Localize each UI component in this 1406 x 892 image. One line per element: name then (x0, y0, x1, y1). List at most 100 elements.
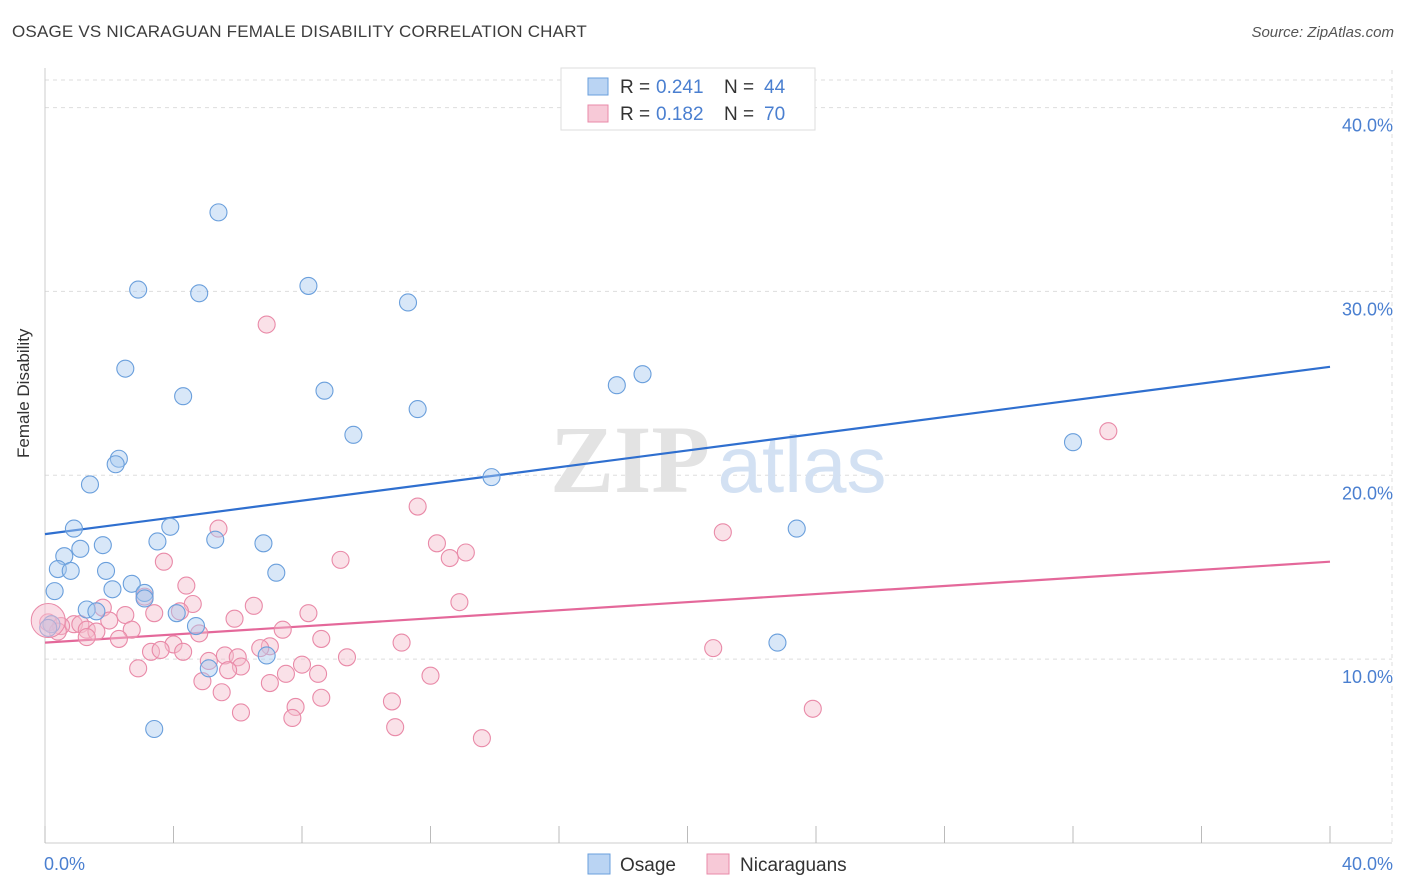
osage-point (607, 376, 626, 395)
osage-point (174, 387, 193, 406)
nicaraguans-point (77, 628, 96, 647)
legend: R = 0.241 N = 44 R = 0.182 N = 70 (560, 67, 816, 131)
nicaraguans-point (427, 534, 446, 553)
nicaraguans-trend-line (44, 560, 1331, 644)
bottom-legend-osage-swatch (587, 853, 611, 875)
legend-n-label: N = (724, 104, 754, 125)
nicaraguans-point (472, 729, 491, 748)
osage-point (71, 539, 90, 558)
bottom-legend-nicaraguans-label: Nicaraguans (740, 855, 847, 876)
nicaraguans-point (154, 552, 173, 571)
watermark: ZIP atlas (550, 406, 887, 513)
nicaraguans-point (225, 609, 244, 628)
osage-point (122, 574, 141, 593)
osage-point (87, 602, 106, 621)
nicaraguans-point (209, 519, 228, 538)
osage-point (45, 582, 64, 601)
osage-point (116, 359, 135, 378)
osage-point (103, 580, 122, 599)
osage-point (135, 589, 154, 608)
osage-point (344, 425, 363, 444)
osage-point (398, 293, 418, 312)
y-tick-label: 30.0% (1342, 299, 1393, 319)
nicaraguans-point (273, 620, 292, 639)
nicaraguans-point (299, 604, 318, 623)
osage-point (768, 633, 787, 652)
trend-lines (44, 365, 1331, 644)
osage-point (148, 532, 167, 551)
source-label: Source: ZipAtlas.com (1251, 24, 1394, 41)
legend-nicaraguans-swatch (587, 104, 609, 123)
nicaraguans-cluster-point (30, 603, 66, 639)
nicaraguans-point (199, 651, 218, 671)
osage-point (199, 659, 218, 678)
nicaraguans-point (257, 315, 276, 334)
nicaraguans-point (87, 622, 106, 641)
nicaraguans-point (286, 697, 305, 716)
osage-point (186, 617, 206, 636)
watermark-zip: ZIP (550, 406, 710, 513)
osage-point (96, 561, 116, 580)
nicaraguans-point (100, 611, 119, 630)
nicaraguans-point (392, 633, 411, 652)
nicaraguans-point (440, 548, 459, 568)
osage-point (161, 517, 180, 536)
nicaraguans-point (292, 655, 312, 674)
nicaraguans-point (382, 692, 402, 711)
osage-point (109, 449, 128, 468)
legend-r-value: 0.241 (656, 77, 704, 98)
legend-r-value: 0.182 (656, 104, 704, 125)
x-tick-label: 40.0% (1342, 854, 1393, 874)
osage-point (254, 534, 273, 553)
nicaraguans-point (129, 659, 148, 678)
legend-r-label: R = (620, 77, 650, 98)
nicaraguans-point (450, 593, 469, 612)
nicaraguans-point (174, 642, 193, 661)
nicaraguans-point (803, 699, 822, 718)
osage-point (633, 365, 652, 384)
data-points (30, 203, 1118, 748)
nicaraguans-point (219, 661, 238, 680)
nicaraguans-point (386, 718, 405, 737)
osage-point (1063, 433, 1083, 452)
osage-trend-line (44, 365, 1331, 536)
nicaraguans-point (421, 666, 440, 685)
osage-point (209, 203, 228, 222)
nicaraguans-point (408, 497, 427, 516)
nicaraguans-point (151, 640, 170, 660)
osage-point (257, 646, 276, 665)
osage-point (167, 604, 186, 623)
x-tick-label: 0.0% (44, 854, 85, 874)
legend-osage-swatch (587, 77, 609, 96)
bottom-legend-osage-label: Osage (620, 855, 676, 876)
osage-point (190, 284, 209, 303)
osage-point (129, 280, 148, 299)
nicaraguans-point (251, 639, 270, 658)
osage-point (315, 381, 334, 400)
y-tick-label: 10.0% (1342, 667, 1393, 687)
nicaraguans-point (122, 620, 141, 639)
nicaraguans-point (145, 604, 164, 623)
nicaraguans-point (244, 596, 263, 615)
nicaraguans-point (231, 703, 251, 722)
osage-point (206, 530, 225, 549)
osage-point (61, 561, 80, 580)
nicaraguans-point (260, 673, 279, 693)
bottom-legend: Osage Nicaraguans (587, 853, 847, 876)
watermark-atlas: atlas (718, 420, 887, 509)
osage-point (93, 536, 112, 555)
legend-n-value: 70 (764, 104, 785, 125)
osage-point (106, 455, 125, 474)
nicaraguans-point (170, 602, 189, 621)
osage-point (299, 276, 318, 295)
osage-point (787, 519, 806, 538)
y-tick-label: 40.0% (1342, 116, 1393, 136)
legend-r-label: R = (620, 104, 650, 125)
bottom-legend-nicaraguans-swatch (706, 853, 730, 875)
nicaraguans-point (312, 629, 331, 648)
osage-point (80, 475, 100, 494)
nicaraguans-point (331, 550, 350, 569)
osage-point (267, 563, 286, 582)
osage-point (145, 719, 164, 739)
nicaraguans-point (177, 576, 196, 595)
